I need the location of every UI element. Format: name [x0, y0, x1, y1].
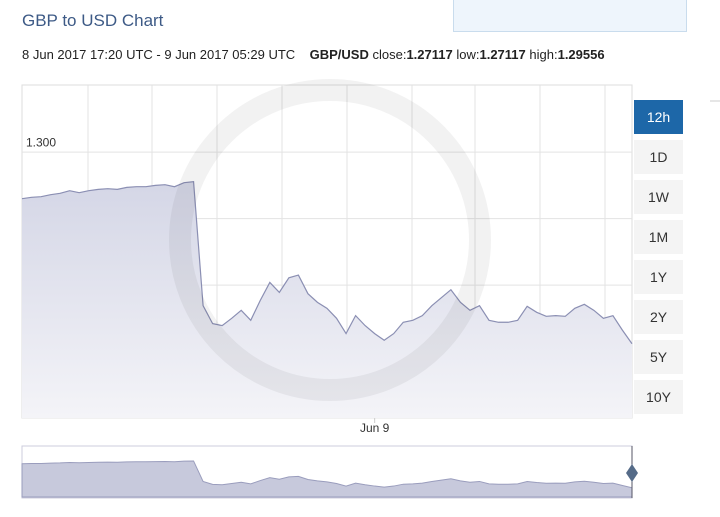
range-button[interactable]: 1W: [634, 180, 683, 214]
range-button[interactable]: 12h: [634, 100, 683, 134]
time-range: 8 Jun 2017 17:20 UTC - 9 Jun 2017 05:29 …: [22, 47, 296, 62]
range-button[interactable]: 5Y: [634, 340, 683, 374]
pair: GBP/USD: [309, 47, 369, 62]
navigator-area: [21, 460, 633, 498]
y-tick-label: 1.300: [26, 135, 56, 149]
line: [21, 180, 633, 345]
stat-value: 1.27117: [479, 47, 526, 62]
chart-title: GBP to USD Chart: [22, 11, 164, 30]
range-button[interactable]: 10Y: [634, 380, 683, 414]
subtitle: 8 Jun 2017 17:20 UTC - 9 Jun 2017 05:29 …: [22, 47, 605, 62]
stat-label: close:: [372, 47, 407, 62]
stat-value: 1.29556: [557, 47, 605, 62]
range-button[interactable]: 1Y: [634, 260, 683, 294]
range-button[interactable]: 2Y: [634, 300, 683, 334]
stat-label: high:: [529, 47, 558, 62]
stat-label: low:: [456, 47, 480, 62]
range-button[interactable]: 1D: [634, 140, 683, 174]
stat-value: 1.27117: [406, 47, 453, 62]
area-fill: [22, 181, 632, 418]
range-button[interactable]: 1M: [634, 220, 683, 254]
navigator-grip: [626, 464, 638, 482]
search-box[interactable]: [453, 0, 687, 32]
x-tick-label: Jun 9: [360, 421, 390, 435]
watermark: [169, 79, 491, 401]
